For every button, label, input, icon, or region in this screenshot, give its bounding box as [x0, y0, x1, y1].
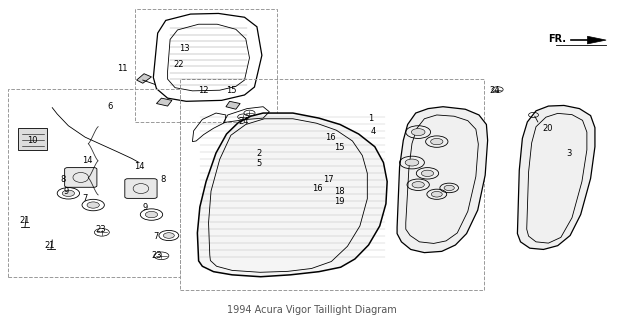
Text: 17: 17 — [323, 174, 333, 184]
Polygon shape — [156, 98, 172, 106]
Circle shape — [431, 191, 442, 197]
Text: 21: 21 — [20, 216, 30, 225]
Text: 5: 5 — [256, 159, 262, 168]
Text: 2: 2 — [256, 149, 262, 158]
Text: 9: 9 — [64, 187, 69, 196]
Text: 14: 14 — [82, 156, 92, 164]
Circle shape — [421, 170, 434, 176]
Polygon shape — [397, 107, 488, 252]
Text: 24: 24 — [489, 86, 500, 95]
Polygon shape — [226, 101, 240, 109]
Text: 10: 10 — [27, 136, 37, 146]
Polygon shape — [197, 113, 387, 277]
Text: 8: 8 — [60, 174, 66, 184]
FancyBboxPatch shape — [17, 128, 47, 149]
Text: 12: 12 — [197, 86, 208, 95]
Text: 9: 9 — [143, 203, 148, 212]
Text: 1: 1 — [368, 114, 373, 123]
Text: 8: 8 — [160, 174, 165, 184]
Text: 6: 6 — [107, 101, 113, 111]
Text: 3: 3 — [566, 149, 571, 158]
Text: 4: 4 — [371, 127, 376, 136]
Polygon shape — [587, 36, 606, 44]
Circle shape — [430, 139, 443, 145]
Text: 20: 20 — [542, 124, 553, 133]
Text: 16: 16 — [312, 184, 323, 193]
Text: 24: 24 — [238, 117, 249, 126]
Circle shape — [62, 190, 75, 196]
Circle shape — [412, 182, 424, 188]
Circle shape — [87, 202, 99, 208]
Text: 7: 7 — [82, 194, 88, 203]
Text: 15: 15 — [334, 143, 345, 152]
Circle shape — [444, 185, 454, 190]
Text: 11: 11 — [117, 63, 128, 73]
Text: 1994 Acura Vigor Taillight Diagram: 1994 Acura Vigor Taillight Diagram — [227, 305, 396, 316]
Text: 7: 7 — [154, 232, 159, 241]
Polygon shape — [136, 74, 151, 83]
Circle shape — [145, 212, 158, 218]
Text: 14: 14 — [134, 162, 145, 171]
Text: 23: 23 — [151, 251, 162, 260]
Text: 22: 22 — [173, 60, 183, 69]
Text: 19: 19 — [334, 197, 345, 206]
Polygon shape — [518, 105, 595, 250]
FancyBboxPatch shape — [65, 168, 97, 187]
FancyBboxPatch shape — [125, 179, 157, 198]
Text: FR.: FR. — [548, 35, 566, 44]
Text: 18: 18 — [334, 187, 345, 196]
Text: 23: 23 — [95, 225, 106, 234]
Circle shape — [411, 129, 425, 136]
Text: 21: 21 — [44, 241, 55, 250]
Circle shape — [163, 233, 174, 238]
Text: 13: 13 — [179, 44, 189, 53]
Text: 16: 16 — [325, 133, 335, 142]
Circle shape — [405, 159, 419, 166]
Text: 15: 15 — [226, 86, 236, 95]
